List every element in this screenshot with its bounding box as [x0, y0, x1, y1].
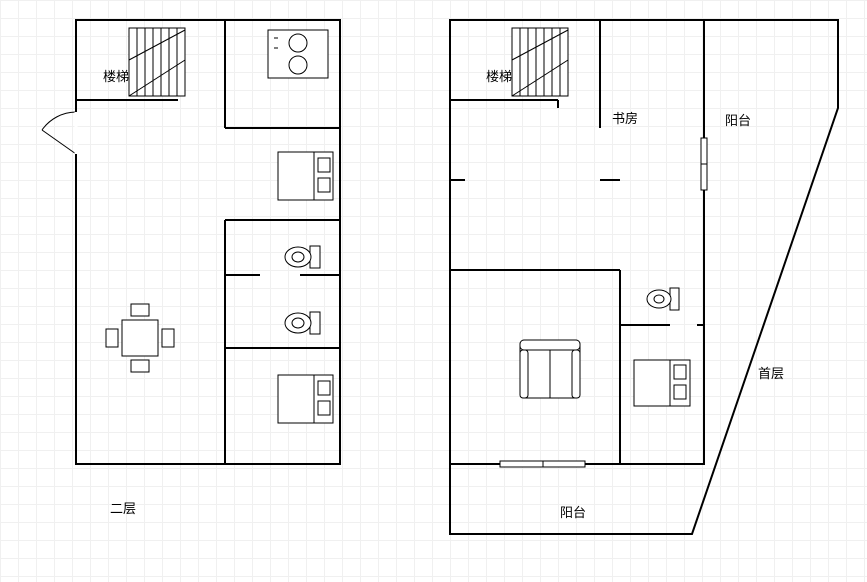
sliding-door-bottom — [500, 461, 585, 467]
toilet-2 — [285, 312, 320, 334]
staircase-left — [129, 28, 185, 96]
floorplan-svg — [0, 0, 867, 582]
floor2-door — [42, 112, 76, 154]
sofa — [520, 340, 580, 398]
floor1-outline — [450, 20, 838, 534]
toilet-3 — [647, 288, 679, 310]
staircase-right — [512, 28, 568, 96]
floorplan-canvas: 二层 首层 楼梯 楼梯 书房 阳台 阳台 — [0, 0, 867, 582]
stove — [268, 30, 328, 78]
bed-3 — [634, 360, 690, 406]
sliding-door-right — [701, 138, 707, 190]
label-balcony-right: 阳台 — [725, 110, 751, 129]
toilet-1 — [285, 246, 320, 268]
dining-table — [106, 304, 174, 372]
bed-1 — [278, 152, 333, 200]
label-study: 书房 — [612, 108, 638, 127]
label-staircase-left: 楼梯 — [103, 66, 129, 85]
label-balcony-bottom: 阳台 — [560, 502, 586, 521]
label-floor2: 二层 — [110, 498, 136, 517]
label-staircase-right: 楼梯 — [486, 66, 512, 85]
bed-2 — [278, 375, 333, 423]
label-floor1: 首层 — [758, 363, 784, 382]
